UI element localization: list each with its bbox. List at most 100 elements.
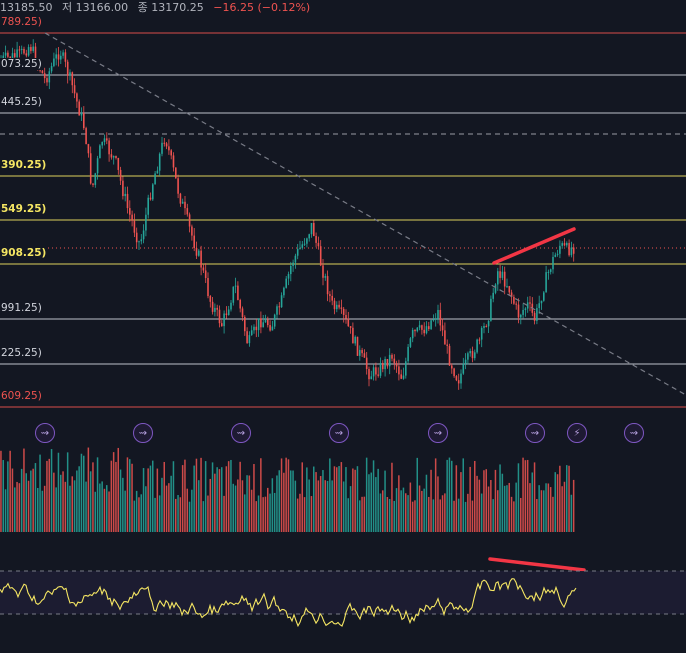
volume-bar	[462, 458, 464, 532]
candle-body	[336, 304, 338, 310]
candle-body	[108, 140, 110, 155]
volume-bar	[257, 495, 260, 532]
volume-bar	[487, 486, 490, 532]
candle-body	[423, 329, 425, 334]
candle-body	[48, 71, 51, 83]
candle-body	[193, 235, 195, 249]
arrow-circle-icon[interactable]: ⇝	[329, 423, 349, 443]
candle-body	[441, 325, 444, 331]
candle-body	[41, 70, 44, 74]
candle-body	[154, 173, 156, 185]
candle-body	[140, 239, 143, 242]
volume-bar	[227, 461, 230, 532]
volume-bar	[345, 467, 347, 532]
trendline	[44, 32, 686, 396]
candle-body	[543, 292, 545, 301]
arrow-circle-icon[interactable]: ⇝	[525, 423, 545, 443]
candle-body	[262, 322, 264, 328]
candle-body	[278, 306, 281, 308]
candle-body	[165, 143, 168, 147]
volume-bar	[158, 495, 161, 532]
volume-bar	[508, 482, 510, 532]
volume-bar	[94, 491, 96, 532]
volume-bar	[64, 481, 67, 532]
divergence-line-price	[492, 227, 576, 265]
volume-bar	[253, 464, 255, 532]
volume-bar	[572, 479, 575, 532]
volume-bar	[336, 467, 338, 532]
volume-bar	[453, 500, 455, 532]
candle-body	[244, 316, 246, 332]
candle-body	[478, 339, 481, 341]
arrow-circle-icon[interactable]: ⇝	[35, 423, 55, 443]
candle-body	[273, 314, 276, 327]
candle-body	[253, 326, 255, 331]
divergence-line-rsi	[488, 557, 586, 572]
volume-bar	[402, 487, 405, 532]
volume-bar	[536, 499, 538, 532]
volume-bar	[423, 488, 425, 532]
candle-body	[133, 220, 136, 233]
candle-body	[227, 309, 230, 316]
candle-body	[117, 158, 120, 170]
volume-bar	[149, 465, 152, 532]
candle-body	[255, 326, 258, 331]
candle-body	[359, 349, 361, 356]
candle-body	[89, 153, 92, 184]
candle-body	[428, 326, 430, 330]
candle-body	[464, 359, 467, 364]
candle-body	[177, 178, 179, 194]
volume-bar	[441, 495, 444, 532]
volume-bar	[225, 466, 228, 532]
volume-bar	[69, 485, 71, 532]
volume-bar	[294, 480, 297, 532]
volume-bar	[556, 474, 559, 532]
candle-body	[94, 173, 97, 185]
volume-bar	[11, 468, 14, 532]
volume-bar	[301, 462, 303, 532]
volume-bar	[71, 476, 73, 532]
volume-bar	[117, 447, 119, 532]
candle-body	[149, 197, 152, 200]
volume-bar	[526, 459, 529, 532]
volume-bar	[131, 463, 133, 532]
volume-bar	[414, 500, 416, 532]
candle-body	[554, 254, 557, 257]
arrow-circle-icon[interactable]: ⇝	[624, 423, 644, 443]
candle-body	[313, 222, 315, 237]
volume-bar	[517, 463, 520, 532]
candle-body	[520, 314, 522, 318]
volume-bar	[216, 467, 218, 532]
candle-body	[372, 367, 375, 377]
candle-body	[239, 299, 241, 309]
lightning-icon[interactable]: ⚡	[567, 423, 587, 443]
volume-bar	[395, 488, 398, 532]
volume-bar	[552, 496, 554, 532]
candle-body	[501, 271, 504, 278]
candle-body	[492, 292, 494, 299]
candle-body	[34, 46, 37, 64]
candle-body	[214, 307, 216, 312]
volume-bar	[538, 485, 540, 532]
volume-bar	[430, 469, 432, 532]
volume-bar	[207, 495, 209, 532]
volume-bar	[354, 469, 356, 532]
arrow-circle-icon[interactable]: ⇝	[231, 423, 251, 443]
candle-body	[487, 320, 490, 327]
candle-body	[99, 145, 101, 159]
candle-body	[250, 330, 253, 336]
candle-body	[382, 362, 384, 370]
arrow-circle-icon[interactable]: ⇝	[428, 423, 448, 443]
volume-bar	[485, 469, 487, 532]
volume-bar	[377, 468, 379, 532]
candle-body	[425, 326, 428, 334]
candle-body	[110, 154, 113, 158]
arrow-circle-icon[interactable]: ⇝	[133, 423, 153, 443]
volume-bar	[531, 472, 533, 532]
volume-bar	[283, 472, 285, 532]
candle-body	[559, 245, 561, 254]
volume-bar	[446, 459, 448, 532]
candle-body	[170, 150, 172, 156]
volume-bar	[200, 457, 202, 532]
